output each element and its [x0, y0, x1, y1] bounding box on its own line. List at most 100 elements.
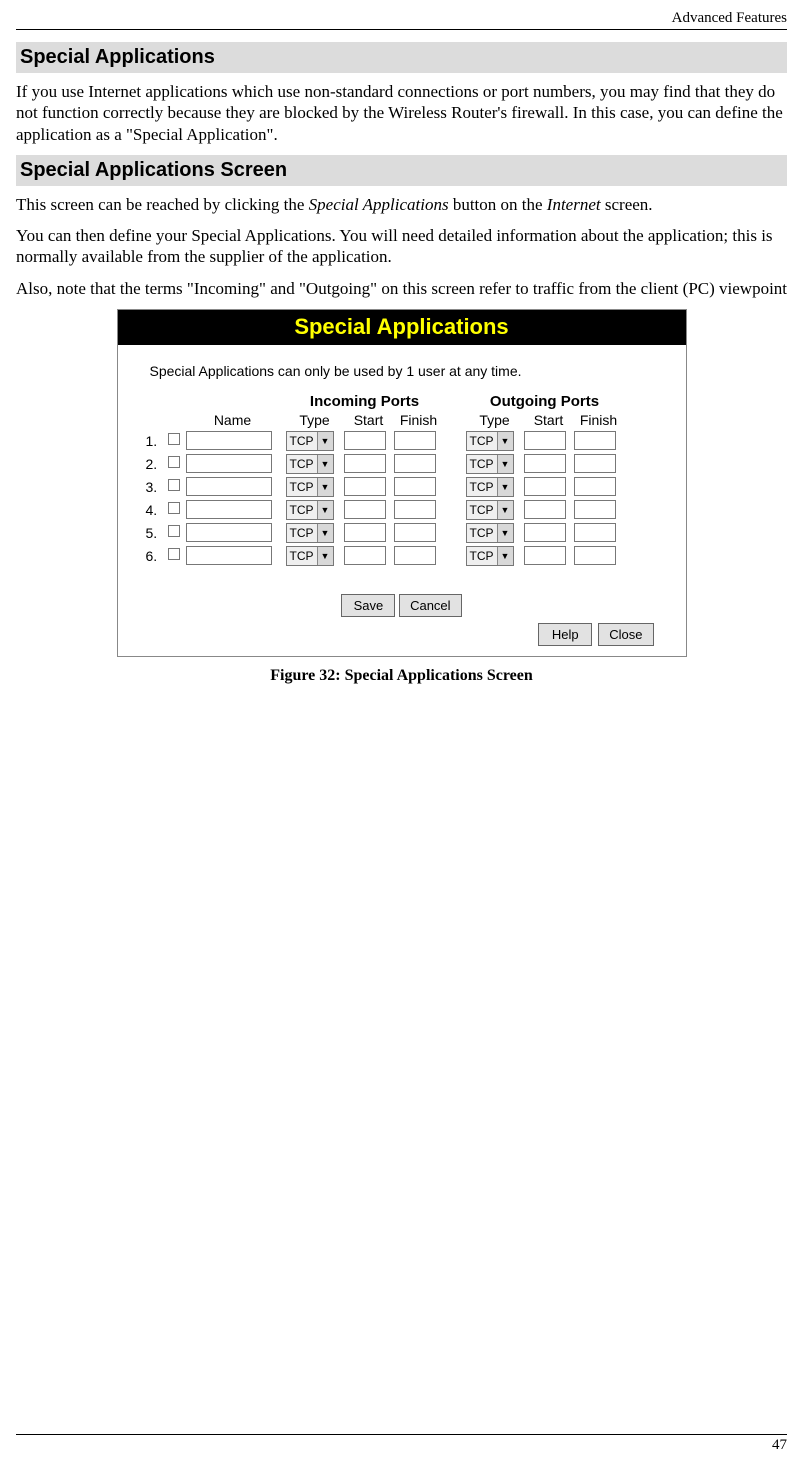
para2-em1: Special Applications	[309, 195, 449, 214]
enable-checkbox[interactable]	[168, 548, 180, 560]
outgoing-finish-input[interactable]	[574, 477, 616, 496]
name-input[interactable]	[186, 546, 272, 565]
para2-pre: This screen can be reached by clicking t…	[16, 195, 309, 214]
row-number: 6.	[146, 548, 168, 564]
button-row-main: Save Cancel	[146, 594, 658, 617]
outgoing-finish-input[interactable]	[574, 454, 616, 473]
name-input[interactable]	[186, 477, 272, 496]
para-nav: This screen can be reached by clicking t…	[16, 194, 787, 215]
name-input[interactable]	[186, 454, 272, 473]
incoming-start-input[interactable]	[344, 431, 386, 450]
chevron-down-icon: ▼	[497, 432, 513, 450]
outgoing-start-input[interactable]	[524, 546, 566, 565]
chevron-down-icon: ▼	[317, 524, 333, 542]
incoming-finish-input[interactable]	[394, 431, 436, 450]
enable-checkbox[interactable]	[168, 502, 180, 514]
outgoing-type-select[interactable]: TCP▼	[466, 454, 514, 474]
figure-caption: Figure 32: Special Applications Screen	[16, 667, 787, 685]
save-button[interactable]: Save	[341, 594, 395, 617]
heading-special-applications: Special Applications	[16, 42, 787, 73]
footer-rule	[16, 1434, 787, 1435]
chevron-down-icon: ▼	[317, 455, 333, 473]
app-row: 3. TCP▼ TCP▼	[146, 477, 658, 497]
header-outgoing: Outgoing Ports	[466, 393, 624, 410]
incoming-finish-input[interactable]	[394, 546, 436, 565]
chevron-down-icon: ▼	[497, 501, 513, 519]
row-number: 5.	[146, 525, 168, 541]
col-name: Name	[186, 412, 280, 428]
para-intro: If you use Internet applications which u…	[16, 81, 787, 145]
enable-checkbox[interactable]	[168, 479, 180, 491]
enable-checkbox[interactable]	[168, 433, 180, 445]
name-input[interactable]	[186, 500, 272, 519]
para2-post: screen.	[601, 195, 653, 214]
incoming-type-select[interactable]: TCP▼	[286, 431, 334, 451]
chevron-down-icon: ▼	[317, 432, 333, 450]
col-start-out: Start	[524, 412, 574, 428]
outgoing-type-select[interactable]: TCP▼	[466, 431, 514, 451]
row-number: 2.	[146, 456, 168, 472]
incoming-finish-input[interactable]	[394, 454, 436, 473]
outgoing-start-input[interactable]	[524, 454, 566, 473]
screenshot-note: Special Applications can only be used by…	[146, 363, 658, 379]
enable-checkbox[interactable]	[168, 525, 180, 537]
app-row: 4. TCP▼ TCP▼	[146, 500, 658, 520]
outgoing-type-select[interactable]: TCP▼	[466, 477, 514, 497]
para-terms: Also, note that the terms "Incoming" and…	[16, 278, 787, 299]
cancel-button[interactable]: Cancel	[399, 594, 461, 617]
outgoing-type-select[interactable]: TCP▼	[466, 546, 514, 566]
col-finish-out: Finish	[574, 412, 624, 428]
enable-checkbox[interactable]	[168, 456, 180, 468]
page-number: 47	[16, 1437, 787, 1454]
app-row: 2. TCP▼ TCP▼	[146, 454, 658, 474]
header-incoming: Incoming Ports	[286, 393, 444, 410]
outgoing-type-select[interactable]: TCP▼	[466, 500, 514, 520]
row-number: 4.	[146, 502, 168, 518]
outgoing-finish-input[interactable]	[574, 500, 616, 519]
outgoing-start-input[interactable]	[524, 500, 566, 519]
incoming-finish-input[interactable]	[394, 523, 436, 542]
screenshot-special-applications: Special Applications Special Application…	[117, 309, 687, 657]
ports-group-header: Incoming Ports Outgoing Ports	[146, 393, 658, 410]
para2-em2: Internet	[547, 195, 601, 214]
name-input[interactable]	[186, 523, 272, 542]
heading-special-applications-screen: Special Applications Screen	[16, 155, 787, 186]
outgoing-start-input[interactable]	[524, 477, 566, 496]
top-rule	[16, 29, 787, 30]
incoming-type-select[interactable]: TCP▼	[286, 454, 334, 474]
incoming-start-input[interactable]	[344, 546, 386, 565]
incoming-type-select[interactable]: TCP▼	[286, 500, 334, 520]
chevron-down-icon: ▼	[497, 547, 513, 565]
name-input[interactable]	[186, 431, 272, 450]
outgoing-finish-input[interactable]	[574, 546, 616, 565]
incoming-type-select[interactable]: TCP▼	[286, 523, 334, 543]
screenshot-title: Special Applications	[118, 310, 686, 345]
close-button[interactable]: Close	[598, 623, 653, 646]
incoming-start-input[interactable]	[344, 454, 386, 473]
chevron-down-icon: ▼	[317, 547, 333, 565]
incoming-start-input[interactable]	[344, 477, 386, 496]
row-number: 3.	[146, 479, 168, 495]
incoming-finish-input[interactable]	[394, 500, 436, 519]
outgoing-start-input[interactable]	[524, 523, 566, 542]
column-subheader: Name Type Start Finish Type Start Finish	[146, 412, 658, 428]
outgoing-type-select[interactable]: TCP▼	[466, 523, 514, 543]
chevron-down-icon: ▼	[497, 478, 513, 496]
outgoing-start-input[interactable]	[524, 431, 566, 450]
para2-mid: button on the	[449, 195, 547, 214]
col-type-out: Type	[466, 412, 524, 428]
para-define: You can then define your Special Applica…	[16, 225, 787, 268]
incoming-start-input[interactable]	[344, 500, 386, 519]
help-button[interactable]: Help	[538, 623, 592, 646]
row-number: 1.	[146, 433, 168, 449]
outgoing-finish-input[interactable]	[574, 431, 616, 450]
incoming-type-select[interactable]: TCP▼	[286, 477, 334, 497]
incoming-type-select[interactable]: TCP▼	[286, 546, 334, 566]
chevron-down-icon: ▼	[497, 524, 513, 542]
outgoing-finish-input[interactable]	[574, 523, 616, 542]
app-row: 6. TCP▼ TCP▼	[146, 546, 658, 566]
incoming-finish-input[interactable]	[394, 477, 436, 496]
header-chapter: Advanced Features	[16, 8, 787, 29]
chevron-down-icon: ▼	[317, 501, 333, 519]
incoming-start-input[interactable]	[344, 523, 386, 542]
